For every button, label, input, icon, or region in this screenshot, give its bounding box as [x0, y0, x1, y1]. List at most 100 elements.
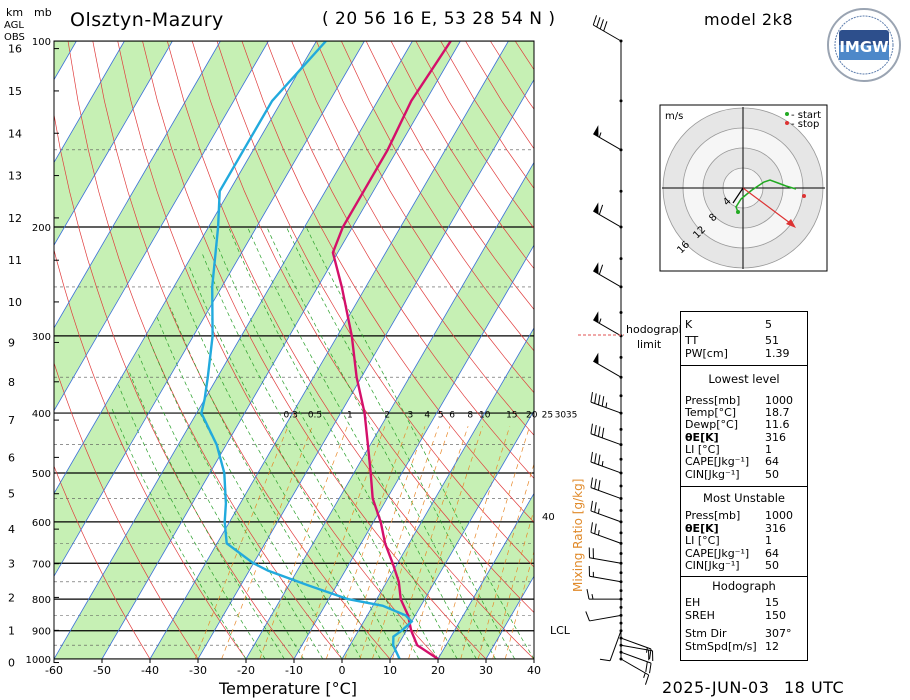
- mixing-ratio-label: 30: [555, 411, 567, 421]
- moist-adiabat: [266, 226, 496, 659]
- moist-adiabat: [305, 226, 534, 659]
- pressure-label: 900: [32, 627, 51, 638]
- wind-barb: [588, 566, 622, 583]
- isotherm: [149, 41, 509, 659]
- mixing-ratio-label: 1: [347, 411, 353, 421]
- hodograph-start-label: - start: [791, 110, 821, 121]
- wind-level-dot: [619, 311, 623, 315]
- x-tick-label: 30: [479, 664, 493, 677]
- isotherm: [54, 41, 269, 412]
- mb-label: mb: [34, 6, 52, 19]
- tt-index-label: TT: [685, 334, 699, 347]
- isotherm: [101, 41, 461, 659]
- isotherm: [54, 41, 221, 329]
- low-li-label: LI [°C]: [685, 443, 720, 456]
- isotherm: [437, 492, 534, 659]
- mu-thetae-value: 316: [765, 522, 786, 535]
- mixing-ratio-line: [504, 550, 534, 659]
- mixing-ratio-label: 25: [542, 411, 553, 421]
- most-unstable-title: Most Unstable: [703, 491, 785, 505]
- sreh-value: 150: [765, 609, 786, 622]
- km-label: 8: [8, 376, 15, 389]
- dry-adiabat: [67, 41, 343, 659]
- km-label: 4: [8, 523, 15, 536]
- station-coordinates: ( 20 56 16 E, 53 28 54 N ): [322, 9, 556, 29]
- low-li-value: 1: [765, 443, 772, 456]
- hodograph-indices-title: Hodograph: [712, 579, 776, 593]
- agl-label: AGL: [4, 20, 24, 31]
- x-tick-label: -50: [93, 664, 111, 677]
- mixing-ratio-line: [371, 426, 451, 659]
- wind-barb: [593, 352, 622, 378]
- mu-press-label: Press[mb]: [685, 509, 741, 522]
- imgw-logo: IMGW: [827, 8, 901, 82]
- stmdir-label: Stm Dir: [685, 627, 727, 640]
- mu-thetae-label: θE[K]: [685, 522, 719, 535]
- isotherm: [54, 41, 413, 659]
- hodograph-stop-point: [802, 194, 806, 198]
- hodograph-limit-label-1: hodograph: [626, 323, 686, 336]
- moist-adiabat: [110, 406, 247, 659]
- mixing-ratio-label: 6: [449, 411, 455, 421]
- mixing-ratio-label: 35: [566, 411, 577, 421]
- mu-cape-value: 64: [765, 547, 779, 560]
- mixing-ratio-title: Mixing Ratio [g/kg]: [571, 479, 585, 592]
- lcl-label: LCL: [550, 624, 571, 637]
- wind-level-dot: [619, 508, 623, 512]
- wind-barb: [590, 500, 622, 523]
- valid-date: 2025-JUN-03: [662, 678, 770, 697]
- x-tick-label: -30: [189, 664, 207, 677]
- isotherm: [341, 327, 534, 659]
- wind-level-dot: [619, 552, 623, 556]
- wind-level-dot: [619, 650, 623, 654]
- pressure-label: 300: [32, 332, 51, 343]
- wind-level-dot: [619, 520, 623, 524]
- wind-level-dot: [619, 189, 623, 193]
- dewpoint-profile: [200, 41, 414, 659]
- wind-level-dot: [619, 427, 623, 431]
- pw-label: PW[cm]: [685, 347, 728, 360]
- obs-label: OBS: [4, 32, 25, 43]
- isotherms: [54, 41, 534, 659]
- wind-barb: [590, 522, 622, 544]
- wind-level-dot: [619, 285, 623, 289]
- wind-level-dot: [619, 375, 623, 379]
- mu-li-label: LI [°C]: [685, 534, 720, 547]
- mixing-ratio-line: [325, 426, 409, 659]
- pressure-label: 1000: [26, 655, 51, 666]
- dry-adiabat: [54, 112, 295, 659]
- isotherm: [197, 78, 534, 659]
- wind-level-dot: [619, 613, 623, 617]
- pressure-label: 500: [32, 469, 51, 480]
- tt-index-value: 51: [765, 334, 779, 347]
- wind-level-dot: [619, 657, 623, 661]
- temp-band: [150, 41, 534, 659]
- pressure-label: 200: [32, 223, 51, 234]
- indices-panel: K 5 TT 51 PW[cm] 1.39 Lowest level Press[mb…: [680, 311, 808, 661]
- wind-level-dot: [619, 561, 623, 565]
- isotherm: [54, 41, 173, 247]
- pressure-label: 700: [32, 559, 51, 570]
- wind-level-dot: [619, 497, 623, 501]
- low-temp-value: 18.7: [765, 406, 790, 419]
- moist-adiabat: [179, 286, 381, 659]
- wind-barb: [592, 15, 622, 42]
- dry-adiabat: [117, 41, 439, 659]
- km-label: 14: [8, 127, 22, 140]
- hodograph-start-marker: [785, 112, 789, 116]
- low-dewp-value: 11.6: [765, 418, 790, 431]
- axis-labels: 0.3 0.5 1 2 3 4 5 6 8 10 15 20 25 30 35-60 -50 -40 -30 -20…: [8, 37, 577, 677]
- km-label: 6: [8, 451, 15, 464]
- wind-level-dot: [619, 457, 623, 461]
- dry-adiabat: [142, 41, 487, 659]
- low-press-value: 1000: [765, 394, 793, 407]
- wind-barb: [593, 125, 622, 151]
- low-thetae-value: 316: [765, 431, 786, 444]
- wind-barb: [590, 451, 622, 474]
- km-label: 12: [8, 212, 22, 225]
- wind-level-dot: [619, 621, 623, 625]
- wind-level-dot: [619, 148, 623, 152]
- wind-level-dot: [619, 636, 623, 640]
- wind-level-dot: [619, 589, 623, 593]
- moist-adiabat: [201, 252, 420, 659]
